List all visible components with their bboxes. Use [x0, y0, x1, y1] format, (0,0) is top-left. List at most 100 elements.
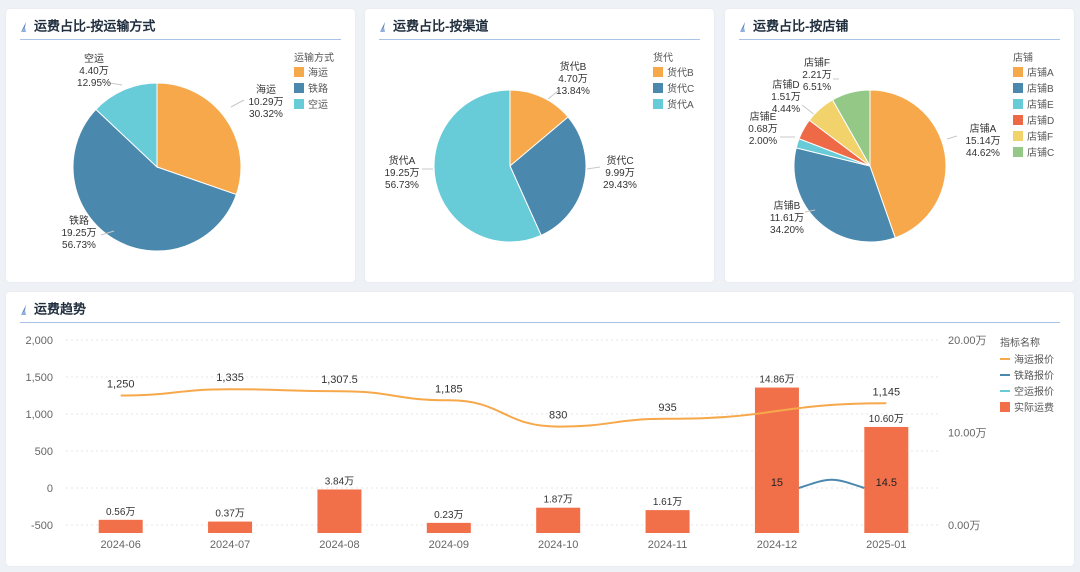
pie-label-value: 2.21万: [802, 70, 831, 81]
legend-item[interactable]: 海运报价: [1000, 353, 1054, 366]
panel-title-text: 运费趋势: [34, 301, 87, 317]
legend-label: 店铺F: [1027, 130, 1053, 143]
pie-label-percent: 6.51%: [803, 82, 831, 93]
bar[interactable]: [864, 426, 909, 533]
line-value-label: 1,335: [216, 372, 244, 384]
legend-swatch: [294, 83, 304, 93]
pie-chart-store: 店铺A15.14万44.62%店铺B11.61万34.20%店铺E0.68万2.…: [748, 51, 1054, 243]
bar[interactable]: [208, 521, 253, 533]
legend-item[interactable]: 店铺F: [1013, 130, 1053, 143]
legend-item[interactable]: 铁路: [294, 82, 328, 95]
pie-label-name: 店铺E: [750, 110, 777, 123]
pie-label-percent: 44.62%: [966, 148, 1000, 159]
title-marker-icon: [740, 21, 745, 32]
pie-label-percent: 29.43%: [603, 180, 637, 191]
legend-item[interactable]: 货代B: [653, 66, 694, 79]
legend-item[interactable]: 空运报价: [1000, 385, 1054, 398]
bar-value-label: 0.37万: [215, 509, 244, 520]
line-value-label: 15: [771, 477, 783, 489]
legend-item[interactable]: 海运: [294, 66, 328, 79]
pie-slice[interactable]: [156, 82, 242, 196]
legend-label: 空运报价: [1014, 385, 1054, 398]
legend-item[interactable]: 货代A: [653, 98, 694, 111]
pie-label-name: 货代A: [389, 154, 416, 167]
pie-label-value: 0.68万: [748, 124, 777, 135]
y-left-tick-label: 1,000: [25, 409, 53, 421]
panel-title-text: 运费占比-按渠道: [393, 18, 489, 34]
legend-label: 货代A: [667, 98, 694, 111]
legend-swatch: [1013, 99, 1023, 109]
legend-label: 店铺D: [1027, 114, 1054, 127]
pie-label-percent: 13.84%: [556, 86, 590, 97]
line-value-label: 1,307.5: [321, 374, 358, 386]
pie-panel-store: 运费占比-按店铺 店铺A 15.14万 44.62% 店铺B 11.61万 34.20% 店…: [725, 9, 1074, 282]
pie-chart-channel: 货代B4.70万13.84%货代C9.99万29.43%货代A19.25万56.…: [384, 51, 694, 243]
line-series-rail[interactable]: [798, 478, 865, 489]
x-tick-label: 2024-12: [757, 539, 797, 551]
pie-slice[interactable]: [509, 89, 569, 168]
bar[interactable]: [317, 489, 362, 533]
pie-label-value: 1.51万: [771, 92, 800, 103]
pie-label-name: 货代C: [606, 154, 633, 167]
line-value-label: 1,250: [107, 379, 135, 391]
legend-item[interactable]: 店铺E: [1013, 98, 1054, 111]
bar[interactable]: [536, 507, 581, 533]
x-tick-label: 2024-10: [538, 539, 578, 551]
legend-item[interactable]: 货代C: [653, 82, 694, 95]
legend-item[interactable]: 空运: [294, 98, 328, 111]
bar-value-label: 14.86万: [759, 375, 794, 386]
y-left-tick-label: -500: [31, 520, 53, 532]
legend-label: 店铺A: [1027, 66, 1054, 79]
x-tick-label: 2024-08: [319, 539, 359, 551]
legend-item[interactable]: 铁路报价: [1000, 369, 1054, 382]
legend-item[interactable]: 店铺B: [1013, 82, 1054, 95]
pie-label-name: 店铺D: [772, 78, 799, 91]
legend-item[interactable]: 实际运费: [1000, 401, 1054, 414]
y-left-tick-label: 500: [35, 446, 53, 458]
legend-swatch: [294, 67, 304, 77]
pie-label-name: 店铺A: [970, 122, 997, 135]
x-tick-label: 2024-09: [429, 539, 469, 551]
pie-slice[interactable]: [95, 82, 158, 169]
legend-label: 海运: [308, 66, 328, 79]
pie-label-value: 10.29万: [248, 97, 283, 108]
legend-swatch: [1013, 67, 1023, 77]
legend-label: 空运: [308, 98, 328, 111]
legend-title: 店铺: [1013, 51, 1033, 64]
pie-slice[interactable]: [869, 89, 947, 239]
pie-label-value: 15.14万: [965, 136, 1000, 147]
line-value-label: 14.5: [876, 477, 897, 489]
bar[interactable]: [426, 522, 471, 533]
legend-swatch: [1013, 147, 1023, 157]
pie-label-name: 店铺B: [774, 199, 801, 212]
legend-item[interactable]: 店铺A: [1013, 66, 1054, 79]
title-marker-icon: [21, 21, 26, 32]
pie-slice[interactable]: [509, 116, 587, 236]
pie-slice[interactable]: [433, 89, 542, 243]
legend-swatch: [653, 99, 663, 109]
bar[interactable]: [98, 519, 143, 533]
legend-item[interactable]: 店铺C: [1013, 146, 1054, 159]
legend-item[interactable]: 店铺D: [1013, 114, 1054, 127]
panel-title-text: 运费占比-按店铺: [753, 18, 849, 34]
pie-panel-channel: 运费占比-按渠道 货代B 4.70万 13.84% 货代C 9.99万 29.43% 货代A…: [365, 9, 714, 282]
pie-slice[interactable]: [793, 147, 896, 243]
line-series-sea[interactable]: [120, 388, 887, 428]
bar-value-label: 3.84万: [325, 476, 354, 487]
legend-label: 海运报价: [1014, 353, 1054, 366]
pie-slice[interactable]: [831, 89, 871, 168]
pie-label-percent: 34.20%: [770, 225, 804, 236]
line-value-label: 1,185: [435, 383, 463, 395]
pie-slice[interactable]: [72, 108, 237, 252]
bar[interactable]: [645, 510, 690, 533]
bar-value-label: 0.56万: [106, 507, 135, 518]
